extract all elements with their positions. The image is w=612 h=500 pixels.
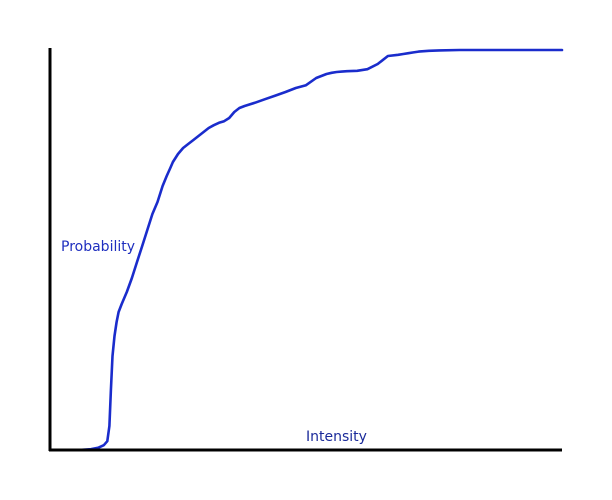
y-axis-label: Probability — [61, 239, 135, 255]
axes — [48, 48, 562, 452]
cumulative-probability-line — [76, 48, 564, 452]
plot-area — [76, 48, 564, 452]
x-axis-label: Intensity — [306, 429, 367, 445]
